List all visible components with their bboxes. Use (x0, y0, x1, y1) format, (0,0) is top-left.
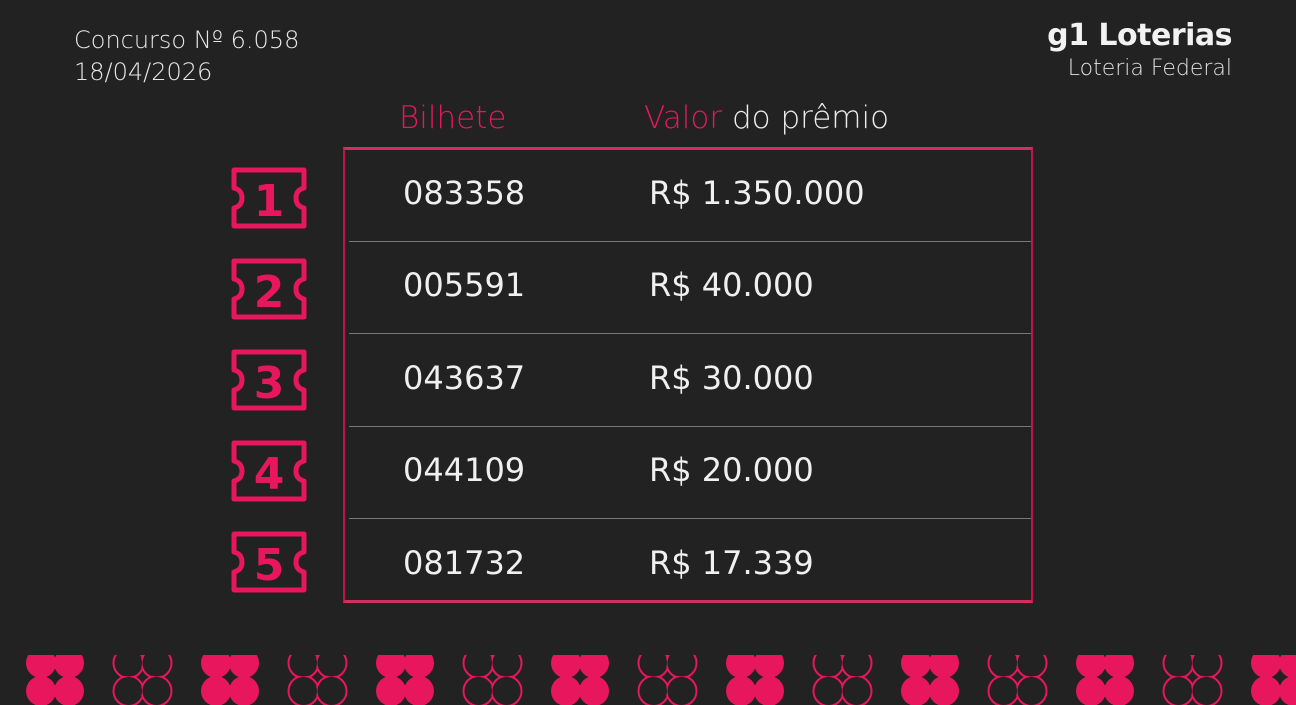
prize-value: R$ 30.000 (649, 358, 814, 397)
ticket-icon: 3 (231, 349, 307, 411)
clover-icon (901, 655, 959, 705)
ticket-number: 044109 (403, 451, 526, 490)
contest-date: 18/04/2026 (74, 58, 213, 86)
contest-number: Concurso Nº 6.058 (74, 26, 300, 54)
lottery-name: Loteria Federal (1067, 56, 1232, 81)
clover-icon (1076, 655, 1134, 705)
column-header-prize: Valor do prêmio (644, 100, 889, 136)
ticket-icon: 2 (231, 258, 307, 320)
column-header-ticket: Bilhete (399, 100, 507, 136)
clover-icon (26, 655, 84, 705)
result-row: 005591 R$ 40.000 (349, 242, 1031, 335)
result-row: 043637 R$ 30.000 (349, 335, 1031, 427)
prize-header-rest: do prêmio (722, 100, 890, 136)
ticket-place-badge: 1 (228, 166, 310, 230)
contest-info: Concurso Nº 6.058 18/04/2026 (74, 24, 299, 88)
results-table: 083358 R$ 1.350.000 005591 R$ 40.000 043… (343, 147, 1033, 603)
place-number: 3 (254, 358, 285, 409)
ticket-number: 081732 (403, 543, 526, 582)
result-row: 044109 R$ 20.000 (349, 427, 1031, 520)
ticket-icon: 4 (231, 440, 307, 502)
clover-icon (1251, 655, 1296, 705)
brand-block: g1 Loterias Loteria Federal (1047, 18, 1232, 84)
prize-value: R$ 1.350.000 (649, 174, 865, 212)
prize-value: R$ 40.000 (649, 266, 814, 305)
clover-icon (551, 655, 609, 705)
brand-logo: g1 Loterias (1047, 18, 1232, 53)
clover-icon (201, 655, 259, 705)
row-divider (349, 518, 1031, 520)
ticket-place-badge: 3 (228, 348, 310, 412)
ticket-number: 005591 (403, 266, 526, 305)
result-row: 083358 R$ 1.350.000 (349, 150, 1031, 242)
place-number: 5 (254, 540, 285, 591)
ticket-place-badge: 5 (228, 530, 310, 594)
result-row: 081732 R$ 17.339 (349, 520, 1031, 612)
prize-value: R$ 17.339 (649, 543, 814, 582)
place-number: 2 (254, 267, 285, 318)
place-number: 1 (254, 176, 285, 227)
ticket-number: 043637 (403, 358, 526, 397)
ticket-icon: 1 (231, 167, 307, 229)
row-divider (349, 333, 1031, 335)
ticket-place-badge: 4 (228, 439, 310, 503)
prize-header-highlight: Valor (644, 100, 723, 136)
place-number: 4 (254, 449, 285, 500)
ticket-place-badge: 2 (228, 257, 310, 321)
row-divider (349, 425, 1031, 427)
clover-icon (726, 655, 784, 705)
clover-decoration (26, 655, 1296, 705)
row-divider (349, 241, 1031, 242)
clover-icon (376, 655, 434, 705)
prize-value: R$ 20.000 (649, 451, 814, 490)
ticket-number: 083358 (403, 174, 526, 212)
ticket-icon: 5 (231, 531, 307, 593)
